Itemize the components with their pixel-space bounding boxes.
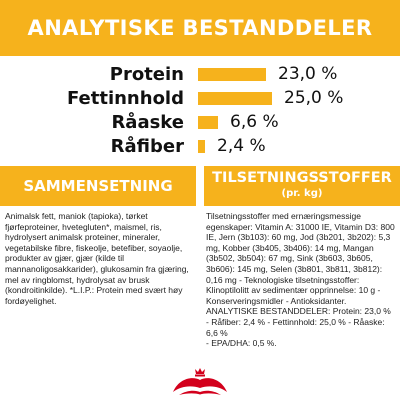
royal-canin-logo-icon [173,368,227,395]
additives-line-4: - EPA/DHA: 0,5 %. [206,338,277,349]
analysis-bar [198,116,218,129]
analysis-value: 25,0 % [284,88,344,108]
analysis-bar [198,92,272,105]
composition-text: Animalsk fett, maniok (tapioka), tørket … [5,211,195,306]
analysis-name: Råfiber [110,135,184,157]
analysis-value: 6,6 % [230,112,279,132]
additives-header: TILSETNINGSSTOFFER (pr. kg) [204,166,400,206]
composition-title: SAMMENSETNING [23,177,173,195]
analysis-row: Fettinnhold 25,0 % [0,85,400,111]
additives-line-2: ANALYTISKE BESTANDDELER: Protein: 23,0 % [206,306,391,317]
analysis-name: Fettinnhold [66,87,184,109]
analysis-value: 23,0 % [278,64,338,84]
additives-subtitle: (pr. kg) [281,188,323,199]
analysis-value: 2,4 % [217,136,266,156]
analysis-row: Råaske 6,6 % [0,109,400,135]
additives-line-3: - Råfiber: 2,4 % - Fettinnhold: 25,0 % -… [206,316,385,338]
composition-header: SAMMENSETNING [0,166,196,206]
analysis-row: Protein 23,0 % [0,61,400,87]
analysis-header: ANALYTISKE BESTANDDELER [0,0,400,56]
analysis-bar [198,68,266,81]
analysis-title: ANALYTISKE BESTANDDELER [27,16,373,40]
analysis-row: Råfiber 2,4 % [0,133,400,159]
additives-title: TILSETNINGSSTOFFER [212,170,392,186]
analysis-name: Råaske [111,111,184,133]
composition-paragraph: Animalsk fett, maniok (tapioka), tørket … [5,211,189,306]
analysis-bar [198,140,205,153]
additives-line-1: Tilsetningsstoffer med ernæringsmessige … [206,211,395,306]
additives-text: Tilsetningsstoffer med ernæringsmessige … [206,211,396,349]
analysis-name: Protein [109,63,184,85]
